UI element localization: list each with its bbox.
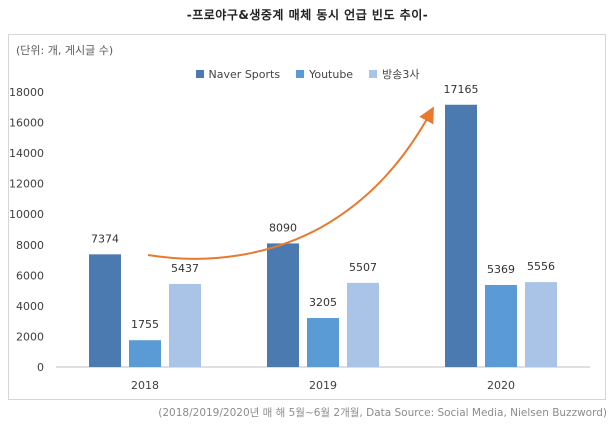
data-label: 5369 [487, 263, 515, 276]
data-label: 5556 [527, 260, 555, 273]
bar [445, 104, 477, 367]
chart-title: -프로야구&생중계 매체 동시 언급 빈도 추이- [186, 8, 429, 22]
legend-item: 방송3사 [369, 66, 419, 82]
x-tick-label: 2019 [309, 379, 337, 392]
chart-frame [8, 34, 606, 400]
data-label: 7374 [91, 232, 119, 245]
y-tick-label: 14000 [9, 147, 44, 160]
legend-swatch [195, 70, 204, 78]
y-tick-label: 0 [37, 361, 44, 374]
data-label: 8090 [269, 221, 297, 234]
data-label: 5507 [349, 261, 377, 274]
y-tick-label: 18000 [9, 86, 44, 99]
x-tick-label: 2018 [131, 379, 159, 392]
y-tick-label: 2000 [16, 330, 44, 343]
legend-label: 방송3사 [382, 68, 420, 81]
x-tick-label: 2020 [487, 379, 515, 392]
legend-swatch [369, 70, 378, 78]
y-tick-label: 8000 [16, 239, 44, 252]
bar [129, 340, 161, 367]
bar [485, 284, 517, 367]
legend-item: Naver Sports [195, 66, 281, 82]
legend-label: Youtube [309, 67, 354, 81]
y-tick-label: 10000 [9, 208, 44, 221]
data-label: 5437 [171, 262, 199, 275]
y-tick-label: 4000 [16, 300, 44, 313]
legend-swatch [296, 70, 305, 78]
y-tick-label: 16000 [9, 117, 44, 130]
bar [525, 282, 557, 367]
bar [267, 243, 299, 367]
y-tick-label: 6000 [16, 269, 44, 282]
data-label: 17165 [444, 83, 479, 96]
legend-label: Naver Sports [208, 67, 281, 81]
trend-arrow [147, 106, 434, 260]
bar [89, 254, 121, 367]
data-label: 1755 [131, 318, 159, 331]
source-note: (2018/2019/2020년 매 해 5월~6월 2개월, Data Sou… [158, 407, 607, 419]
bar [347, 282, 379, 367]
data-label: 3205 [309, 296, 337, 309]
bar [169, 283, 201, 367]
legend-item: Youtube [296, 66, 353, 82]
y-tick-label: 12000 [9, 178, 44, 191]
legend: Naver Sports Youtube 방송3사 [0, 66, 615, 82]
bar [307, 318, 339, 367]
unit-label: (단위: 개, 게시글 수) [16, 44, 114, 57]
